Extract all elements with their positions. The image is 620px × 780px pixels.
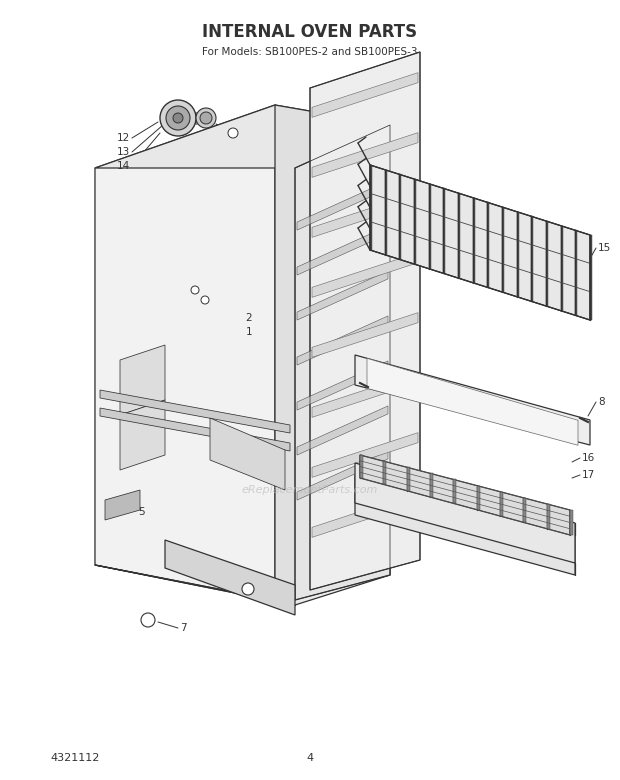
Polygon shape	[428, 183, 431, 268]
Polygon shape	[310, 52, 420, 590]
Text: eReplacementParts.com: eReplacementParts.com	[242, 485, 378, 495]
Polygon shape	[360, 455, 570, 535]
Polygon shape	[297, 226, 388, 275]
Polygon shape	[407, 467, 410, 491]
Text: 4: 4	[306, 753, 314, 763]
Polygon shape	[295, 125, 390, 600]
Polygon shape	[360, 455, 363, 478]
Polygon shape	[312, 73, 418, 117]
Polygon shape	[297, 406, 388, 455]
Text: 2: 2	[246, 313, 252, 323]
Text: 5: 5	[339, 451, 345, 461]
Circle shape	[196, 108, 216, 128]
Polygon shape	[502, 207, 504, 292]
Text: 10: 10	[332, 433, 345, 443]
Text: 13: 13	[117, 147, 130, 157]
Polygon shape	[547, 504, 550, 529]
Polygon shape	[275, 105, 390, 600]
Polygon shape	[355, 463, 575, 563]
Text: 17: 17	[582, 470, 595, 480]
Text: 16: 16	[582, 453, 595, 463]
Polygon shape	[477, 486, 480, 509]
Text: 19: 19	[305, 580, 318, 590]
Polygon shape	[516, 211, 519, 296]
Text: 12: 12	[117, 133, 130, 143]
Text: For Models: SB100PES-2 and SB100PES-3: For Models: SB100PES-2 and SB100PES-3	[202, 47, 418, 57]
Circle shape	[141, 613, 155, 627]
Polygon shape	[458, 193, 460, 278]
Polygon shape	[297, 271, 388, 320]
Polygon shape	[575, 230, 577, 315]
Polygon shape	[430, 473, 433, 497]
Polygon shape	[312, 313, 418, 357]
Polygon shape	[443, 188, 445, 273]
Polygon shape	[367, 358, 578, 445]
Text: 8: 8	[598, 397, 604, 407]
Polygon shape	[312, 133, 418, 177]
Polygon shape	[95, 565, 390, 605]
Text: INTERNAL OVEN PARTS: INTERNAL OVEN PARTS	[203, 23, 417, 41]
Circle shape	[201, 296, 209, 304]
Polygon shape	[120, 400, 165, 470]
Polygon shape	[312, 433, 418, 477]
Polygon shape	[105, 490, 140, 520]
Polygon shape	[355, 355, 590, 445]
Polygon shape	[531, 216, 533, 301]
Polygon shape	[487, 202, 489, 287]
Polygon shape	[523, 498, 526, 523]
Polygon shape	[383, 461, 386, 484]
Polygon shape	[370, 165, 590, 320]
Polygon shape	[590, 235, 592, 320]
Polygon shape	[312, 373, 418, 417]
Polygon shape	[546, 221, 548, 306]
Polygon shape	[100, 390, 290, 433]
Polygon shape	[120, 345, 165, 415]
Text: 3: 3	[305, 565, 312, 575]
Polygon shape	[414, 179, 416, 264]
Polygon shape	[370, 165, 372, 250]
Polygon shape	[560, 225, 563, 310]
Polygon shape	[297, 181, 388, 230]
Text: 5: 5	[138, 507, 145, 517]
Polygon shape	[100, 408, 290, 451]
Polygon shape	[384, 170, 387, 254]
Polygon shape	[95, 105, 390, 168]
Polygon shape	[95, 105, 275, 600]
Polygon shape	[570, 510, 573, 535]
Text: 7: 7	[180, 623, 187, 633]
Text: 11: 11	[337, 388, 350, 398]
Circle shape	[200, 112, 212, 124]
Text: 1: 1	[246, 327, 252, 337]
Polygon shape	[297, 361, 388, 410]
Circle shape	[191, 286, 199, 294]
Circle shape	[242, 583, 254, 595]
Polygon shape	[399, 175, 401, 259]
Polygon shape	[312, 493, 418, 537]
Text: 4321112: 4321112	[50, 753, 99, 763]
Polygon shape	[453, 480, 456, 503]
Circle shape	[228, 128, 238, 138]
Text: 14: 14	[117, 161, 130, 171]
Polygon shape	[165, 540, 295, 615]
Polygon shape	[355, 475, 575, 575]
Polygon shape	[297, 316, 388, 365]
Circle shape	[173, 113, 183, 123]
Polygon shape	[297, 451, 388, 500]
Circle shape	[166, 106, 190, 130]
Polygon shape	[472, 197, 475, 282]
Polygon shape	[210, 418, 285, 490]
Text: 15: 15	[598, 243, 611, 253]
Circle shape	[160, 100, 196, 136]
Polygon shape	[312, 253, 418, 297]
Polygon shape	[312, 193, 418, 237]
Polygon shape	[500, 491, 503, 516]
